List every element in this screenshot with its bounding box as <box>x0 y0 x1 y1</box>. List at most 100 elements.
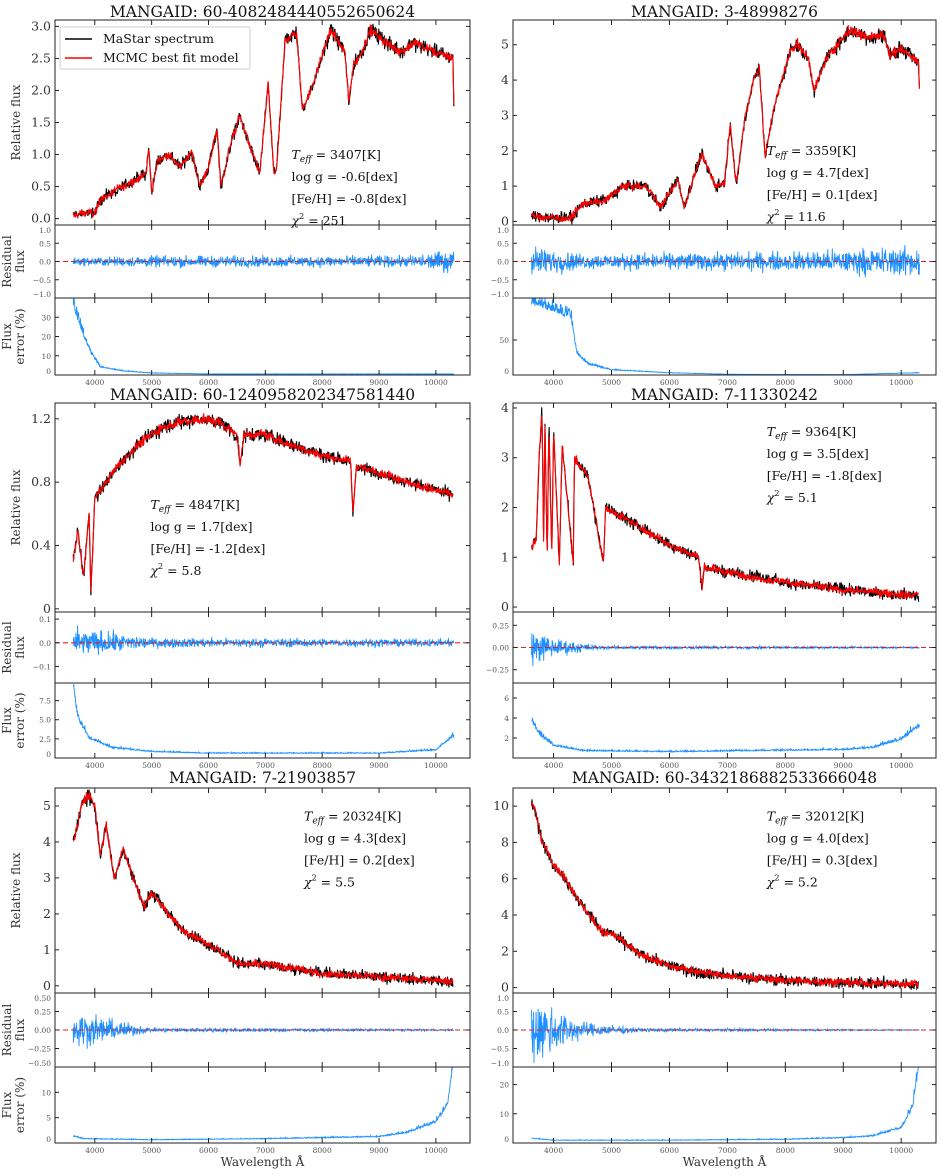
subscript: eff <box>775 817 788 827</box>
y-tick-label: 1.5 <box>31 115 51 130</box>
symbol: χ <box>291 213 301 228</box>
legend-box <box>59 26 251 70</box>
value: = 5.8 <box>163 563 201 578</box>
parameter-annotation: [Fe/H] = -1.8[dex] <box>767 468 882 483</box>
value: = 3359[K] <box>787 143 856 158</box>
parameter-annotation: χ2 = 5.1 <box>766 489 818 505</box>
superscript: 2 <box>158 562 163 571</box>
x-tick-label: 6000 <box>199 1146 218 1155</box>
value: = 11.6 <box>779 209 825 224</box>
symbol: T <box>767 424 777 439</box>
y-tick-label: −0.50 <box>28 1059 51 1068</box>
x-tick-label: 10000 <box>889 1146 913 1155</box>
value: = 32012[K] <box>787 809 864 824</box>
error-data <box>531 298 920 375</box>
main-axes: 0 2 4 6 8 10 <box>493 787 937 995</box>
y-tick-label: 5.0 <box>39 716 51 725</box>
y-axis-label: Residual <box>0 1004 14 1057</box>
y-axis-label: error (%) <box>13 1077 27 1133</box>
main-data <box>72 413 454 596</box>
residual-axes: −1.0 −0.5 0.0 0.5 1.0 <box>491 224 937 299</box>
x-tick-label: 5000 <box>602 378 621 387</box>
y-tick-label: 3 <box>43 870 51 885</box>
x-tick-label: 9000 <box>369 1146 388 1155</box>
residual-line <box>531 1007 920 1064</box>
y-tick-label: 2.0 <box>31 82 51 97</box>
symbol: T <box>767 143 777 158</box>
x-tick-label: 5000 <box>142 378 161 387</box>
main-axes: 0 1 2 3 4 5 <box>501 19 937 228</box>
y-tick-label: 10 <box>41 352 51 361</box>
y-tick-label: 0 <box>504 1135 509 1144</box>
main-data <box>530 407 920 602</box>
panel-title: MANGAID: 60-1240958202347581440 <box>110 386 415 404</box>
residual-data <box>513 1007 936 1064</box>
x-tick-label: 7000 <box>718 761 737 770</box>
y-axis-label: error (%) <box>13 308 27 364</box>
parameter-annotation: [Fe/H] = 0.3[dex] <box>767 853 878 868</box>
y-tick-label: 0 <box>501 213 509 228</box>
main-data <box>72 789 454 988</box>
flux-error-line <box>531 298 920 375</box>
model-spectrum-line <box>530 801 920 989</box>
superscript: 2 <box>774 489 779 498</box>
parameter-annotation: [Fe/H] = 0.2[dex] <box>304 853 415 868</box>
superscript: 2 <box>312 874 317 883</box>
parameter-annotation: log g = 3.5[dex] <box>767 446 869 461</box>
x-tick-label: 8000 <box>313 1146 332 1155</box>
residual-data <box>55 1014 470 1049</box>
error-axes: 4000 5000 6000 7000 8000 9000 10000 0 5 10 Flux err… <box>0 1066 471 1155</box>
symbol: χ <box>766 490 776 505</box>
y-tick-label: −0.5 <box>33 276 51 285</box>
y-axis-label: Flux <box>0 1091 14 1118</box>
y-tick-label: 6 <box>504 694 509 703</box>
residual-axes: −0.25 0.00 0.25 <box>486 611 937 684</box>
y-tick-label: 1.0 <box>39 226 51 235</box>
error-axes: 4000 5000 6000 7000 8000 9000 10000 0 10 20 30 Flux… <box>0 297 471 387</box>
y-tick-label: 0.5 <box>31 179 51 194</box>
x-tick-label: 10000 <box>889 378 913 387</box>
y-axis-label: Flux <box>0 323 14 350</box>
y-tick-label: 5 <box>43 798 51 813</box>
panel-title: MANGAID: 60-3432186882533666048 <box>572 769 877 787</box>
symbol: T <box>767 809 777 824</box>
y-tick-label: 1 <box>501 549 509 564</box>
error-data <box>72 298 455 375</box>
y-tick-label: −0.25 <box>28 1045 51 1054</box>
y-tick-label: 1 <box>501 178 509 193</box>
residual-axes: −1.0 −0.5 0.0 0.5 1.0 Residual flux <box>0 224 471 299</box>
y-tick-label: 1.0 <box>497 226 509 235</box>
y-axis-label: Residual <box>0 235 14 288</box>
x-tick-label: 9000 <box>834 761 853 770</box>
residual-axes: −0.50 −0.25 0.00 0.25 0.50 Residual flux <box>0 992 471 1068</box>
residual-line <box>72 1014 455 1049</box>
y-tick-label: 3.0 <box>31 18 51 33</box>
value: = 251 <box>304 213 346 228</box>
y-tick-label: 0 <box>46 1135 51 1144</box>
symbol: χ <box>303 875 313 890</box>
y-tick-label: 0 <box>43 601 51 616</box>
residual-line <box>72 625 455 655</box>
value: = 4847[K] <box>170 497 239 512</box>
panel-title: MANGAID: 3-48998276 <box>631 3 818 21</box>
x-tick-label: 8000 <box>313 761 332 770</box>
flux-error-line <box>531 717 920 754</box>
x-tick-label: 6000 <box>660 761 679 770</box>
residual-line <box>72 251 455 274</box>
parameter-annotation: χ2 = 5.5 <box>303 874 355 890</box>
symbol: χ <box>766 209 776 224</box>
y-tick-label: 0.50 <box>34 994 51 1003</box>
parameter-annotation: χ2 = 5.2 <box>766 874 818 890</box>
parameter-annotation: log g = 4.7[dex] <box>767 165 869 180</box>
residual-data <box>513 633 936 667</box>
residual-axes: −0.1 0.0 0.1 Residual flux <box>0 611 471 684</box>
x-tick-label: 7000 <box>718 378 737 387</box>
residual-line <box>531 633 920 667</box>
y-tick-label: 0 <box>46 750 51 759</box>
y-tick-label: 0 <box>43 978 51 993</box>
y-tick-label: 2 <box>43 906 51 921</box>
parameter-annotation: log g = 1.7[dex] <box>150 519 252 534</box>
y-tick-label: −0.5 <box>491 1045 509 1054</box>
panel-3: MANGAID: 60-1240958202347581440 0 0.4 0.8 1.… <box>0 386 471 770</box>
